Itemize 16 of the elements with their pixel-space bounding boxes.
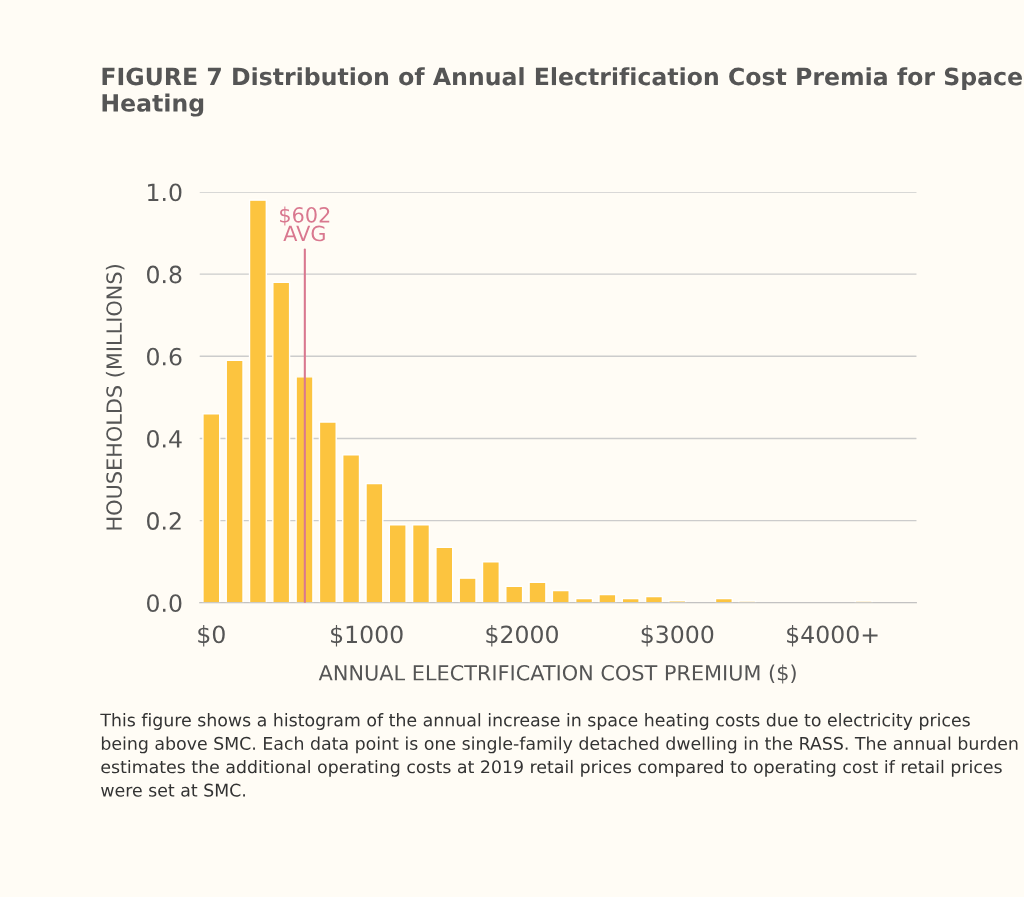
y-axis-title: HOUSEHOLDS (MILLIONS) [105,265,125,530]
x-tick-label: $4000+ [787,625,878,647]
text: This figure shows a histogram of the annual increase in space heating costs due to electricity prices being above SMC. Each data point is one single-family detached dwelling in the RASS. The annual burden estimates the additional operating costs at 2019 retail prices compared to operating cost if retail prices were set at SMC. [100,713,1018,797]
ref-line-label: $602 AVG [280,206,330,242]
y-tick-label: 0.2 [147,512,181,530]
x-tick-label: $1000 [331,625,403,647]
y-tick-label: 0.4 [147,429,182,448]
y-tick-label: 0.8 [147,265,182,284]
chart-title: FIGURE 7 Distribution of Annual Electrification Cost Premia for Space Heating [102,67,1022,117]
x-tick-label: $3000 [641,625,714,647]
y-tick-label: 0.6 [147,347,182,366]
x-axis-title: ANNUAL ELECTRIFICATION COST PREMIUM ($) [318,664,796,684]
y-tick-label: 1.0 [148,183,182,202]
y-tick-label: 0.0 [147,594,182,613]
x-tick-label: $0 [198,625,225,647]
x-tick-label: $2000 [486,625,558,647]
